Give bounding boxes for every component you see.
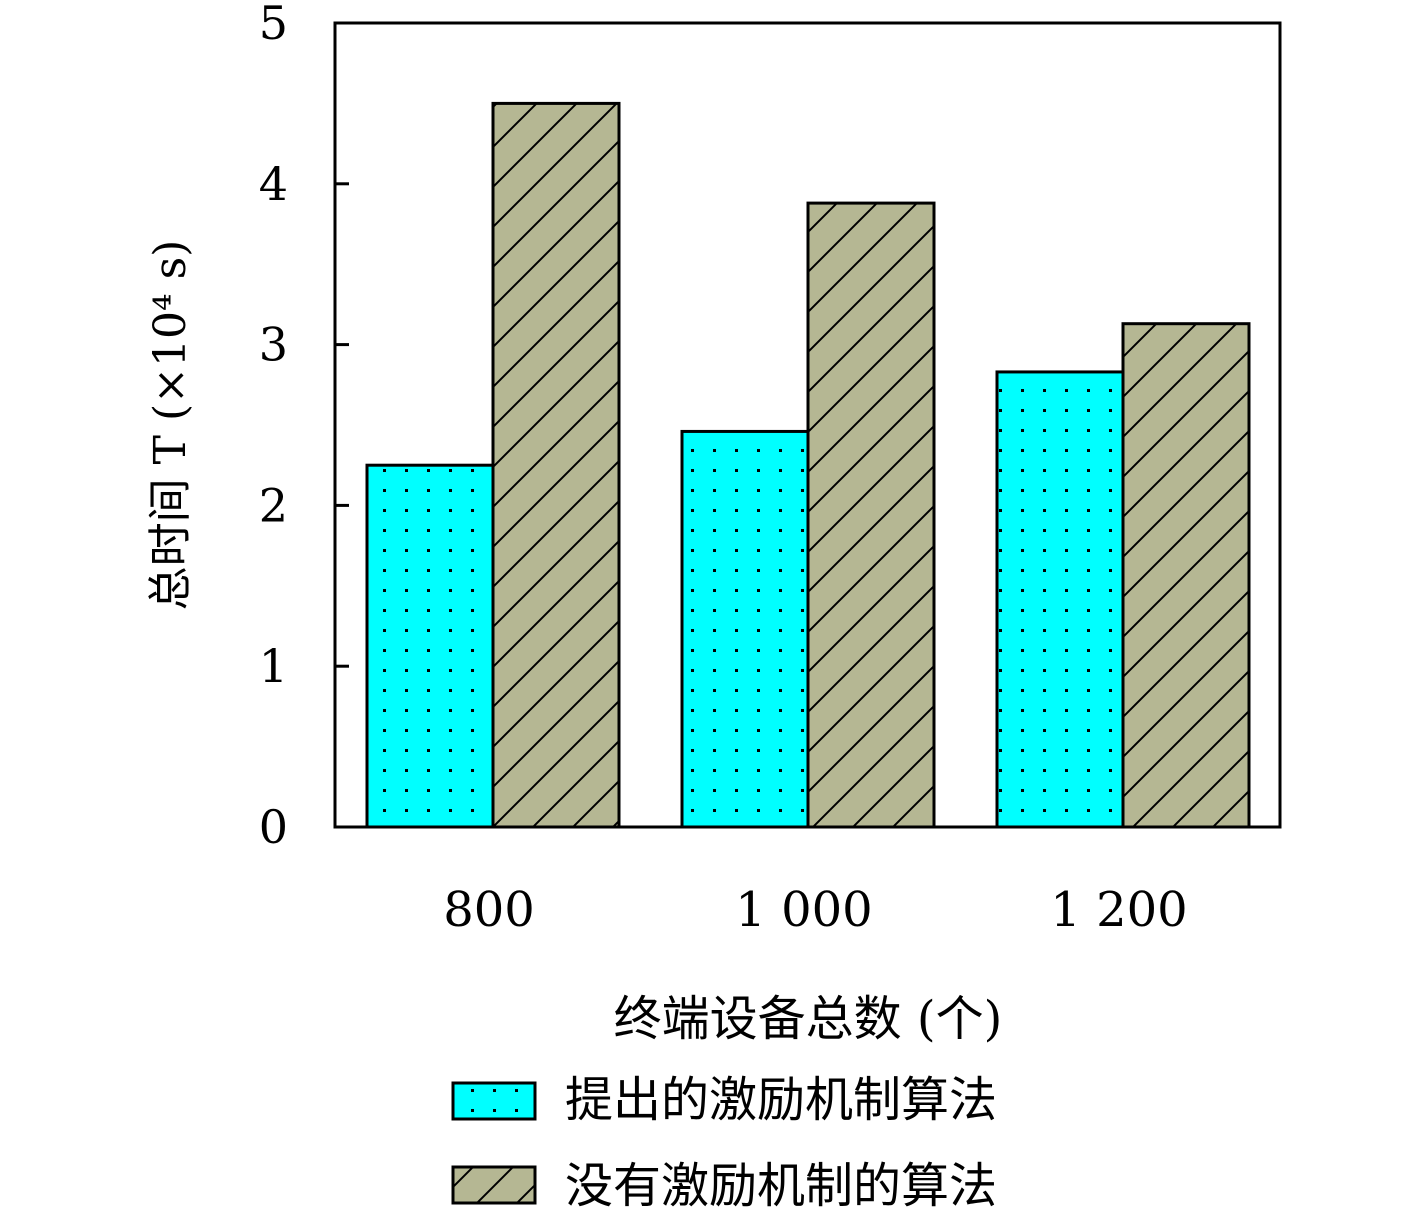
y-tick-label: 0 [259,800,288,854]
bar-no-incentive [491,101,621,829]
legend-label-no-incentive: 没有激励机制的算法 [565,1158,997,1214]
y-tick-label: 1 [259,639,288,693]
legend-label-proposed: 提出的激励机制算法 [565,1072,997,1128]
bar-no-incentive [806,201,936,829]
bar-proposed [680,429,810,829]
legend-swatch-no-incentive [451,1165,537,1205]
legend-swatch-proposed [451,1081,537,1121]
x-axis-ticks: 800 1 000 1 200 [443,882,1188,938]
y-tick-label: 3 [259,318,288,372]
y-axis-label: 总时间 T (×10⁴ s) [145,240,196,611]
x-tick-label: 800 [443,882,535,938]
bars [365,101,1251,829]
x-tick-label: 1 000 [735,882,872,938]
y-axis-ticks: 0 1 2 3 4 5 [259,0,349,854]
x-tick-label: 1 200 [1050,882,1187,938]
bar-proposed [995,370,1125,829]
bar-proposed [365,463,495,829]
y-tick-label: 5 [259,0,288,50]
y-tick-label: 4 [259,157,288,211]
bar-no-incentive [1121,322,1251,829]
y-tick-label: 2 [259,478,288,532]
legend: 提出的激励机制算法 没有激励机制的算法 [451,1072,997,1214]
x-axis-label: 终端设备总数 (个) [614,991,1003,1047]
